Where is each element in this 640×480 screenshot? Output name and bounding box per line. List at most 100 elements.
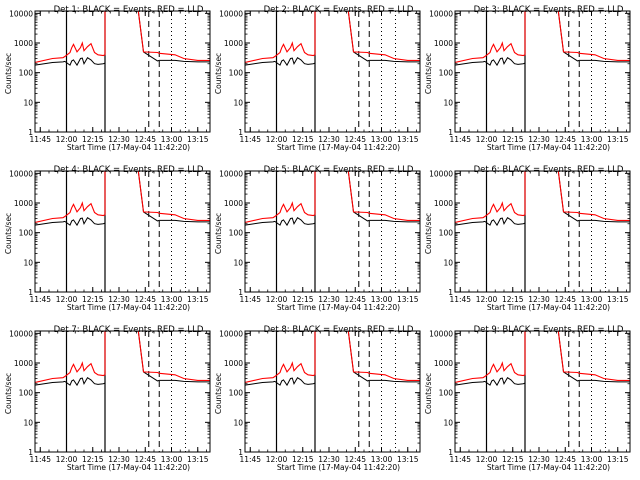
y-tick-label: 10	[233, 258, 243, 267]
chart-panel: Det 5: BLACK = Events, RED = LLD 1 10 100 10…	[214, 165, 421, 312]
x-tick-label: 12:30	[528, 295, 550, 304]
plot-frame	[454, 10, 631, 133]
plot-frame	[34, 170, 211, 293]
y-tick-label: 1000	[434, 39, 453, 48]
x-tick-label: 12:00	[266, 135, 288, 144]
x-tick-label: 11:45	[29, 135, 51, 144]
x-tick-label: 12:15	[292, 295, 314, 304]
y-tick-label: 10000	[219, 9, 243, 18]
y-tick-label: 1	[28, 448, 33, 457]
chart-title: Det 6: BLACK = Events, RED = LLD	[474, 165, 624, 175]
chart-title: Det 2: BLACK = Events, RED = LLD	[264, 5, 414, 15]
x-tick-label: 12:15	[292, 135, 314, 144]
y-tick-label: 1000	[224, 199, 243, 208]
x-tick-label: 13:15	[607, 295, 629, 304]
chart-panel: Det 8: BLACK = Events, RED = LLD 1 10 100 10…	[214, 325, 421, 472]
y-tick-label: 1000	[14, 359, 33, 368]
x-tick-label: 12:00	[56, 135, 78, 144]
y-tick-label: 100	[439, 389, 454, 398]
x-tick-label: 12:15	[502, 135, 524, 144]
x-axis-label: Start Time (17-May-04 11:42:20)	[67, 463, 190, 472]
x-axis-label: Start Time (17-May-04 11:42:20)	[487, 463, 610, 472]
x-tick-label: 12:00	[476, 295, 498, 304]
x-tick-label: 13:15	[607, 135, 629, 144]
y-tick-label: 10	[443, 98, 453, 107]
chart-panel: Det 6: BLACK = Events, RED = LLD 1 10 100 10…	[424, 165, 631, 312]
x-tick-label: 11:45	[449, 295, 471, 304]
y-axis-label: Counts/sec	[4, 53, 13, 94]
y-tick-label: 1	[238, 128, 243, 137]
events-series-line	[455, 171, 630, 227]
x-tick-label: 12:00	[476, 135, 498, 144]
x-tick-label: 12:15	[82, 455, 104, 464]
y-tick-label: 10000	[9, 169, 33, 178]
lld-series-line	[35, 11, 210, 64]
events-series-line	[455, 331, 630, 387]
chart-title: Det 7: BLACK = Events, RED = LLD	[54, 325, 204, 335]
x-tick-label: 12:00	[266, 295, 288, 304]
events-series-line	[35, 331, 210, 387]
x-axis-label: Start Time (17-May-04 11:42:20)	[67, 143, 190, 152]
y-tick-label: 10000	[429, 329, 453, 338]
y-tick-label: 10000	[9, 329, 33, 338]
plot-frame	[454, 330, 631, 453]
x-tick-label: 13:00	[371, 295, 393, 304]
x-tick-label: 12:30	[108, 455, 130, 464]
x-tick-label: 12:30	[528, 455, 550, 464]
y-tick-label: 1000	[434, 199, 453, 208]
lld-series-line	[455, 11, 630, 64]
y-tick-label: 10	[233, 98, 243, 107]
y-tick-label: 10	[443, 258, 453, 267]
x-tick-label: 13:15	[397, 135, 419, 144]
x-tick-label: 12:30	[318, 135, 340, 144]
lld-series-line	[245, 331, 420, 384]
x-axis-label: Start Time (17-May-04 11:42:20)	[67, 303, 190, 312]
x-tick-label: 11:45	[239, 455, 261, 464]
y-tick-label: 100	[229, 229, 244, 238]
y-axis-label: Counts/sec	[214, 53, 223, 94]
x-tick-label: 13:00	[161, 295, 183, 304]
y-tick-label: 1000	[14, 199, 33, 208]
x-tick-label: 12:15	[292, 455, 314, 464]
chart-panel: Det 1: BLACK = Events, RED = LLD 1 10 100 10…	[4, 5, 211, 152]
x-axis-label: Start Time (17-May-04 11:42:20)	[487, 143, 610, 152]
y-axis-label: Counts/sec	[214, 213, 223, 254]
lld-series-line	[455, 331, 630, 384]
y-tick-label: 1	[448, 128, 453, 137]
chart-panel: Det 9: BLACK = Events, RED = LLD 1 10 100 10…	[424, 325, 631, 472]
y-tick-label: 10000	[429, 9, 453, 18]
x-tick-label: 12:45	[134, 295, 156, 304]
y-tick-label: 1000	[224, 359, 243, 368]
x-tick-label: 13:15	[187, 295, 209, 304]
chart-panel: Det 4: BLACK = Events, RED = LLD 1 10 100 10…	[4, 165, 211, 312]
y-axis-label: Counts/sec	[424, 213, 433, 254]
y-tick-label: 100	[229, 69, 244, 78]
plot-frame	[34, 10, 211, 133]
x-tick-label: 12:15	[82, 295, 104, 304]
chart-title: Det 9: BLACK = Events, RED = LLD	[474, 325, 624, 335]
chart-title: Det 4: BLACK = Events, RED = LLD	[54, 165, 204, 175]
y-tick-label: 100	[439, 69, 454, 78]
chart-title: Det 3: BLACK = Events, RED = LLD	[474, 5, 624, 15]
chart-title: Det 5: BLACK = Events, RED = LLD	[264, 165, 414, 175]
x-tick-label: 13:00	[161, 135, 183, 144]
y-axis-label: Counts/sec	[4, 373, 13, 414]
y-axis-label: Counts/sec	[214, 373, 223, 414]
events-series-line	[455, 11, 630, 67]
y-tick-label: 100	[229, 389, 244, 398]
x-tick-label: 13:15	[187, 455, 209, 464]
x-tick-label: 12:30	[528, 135, 550, 144]
y-tick-label: 1	[448, 288, 453, 297]
chart-title: Det 8: BLACK = Events, RED = LLD	[264, 325, 414, 335]
plot-frame	[244, 330, 421, 453]
chart-panel: Det 7: BLACK = Events, RED = LLD 1 10 100 10…	[4, 325, 211, 472]
x-tick-label: 12:45	[134, 455, 156, 464]
x-tick-label: 12:15	[502, 455, 524, 464]
y-tick-label: 1	[448, 448, 453, 457]
x-tick-label: 11:45	[29, 455, 51, 464]
y-tick-label: 10	[23, 98, 33, 107]
x-tick-label: 13:00	[371, 135, 393, 144]
x-tick-label: 13:15	[607, 455, 629, 464]
y-tick-label: 1	[238, 448, 243, 457]
y-tick-label: 10000	[9, 9, 33, 18]
